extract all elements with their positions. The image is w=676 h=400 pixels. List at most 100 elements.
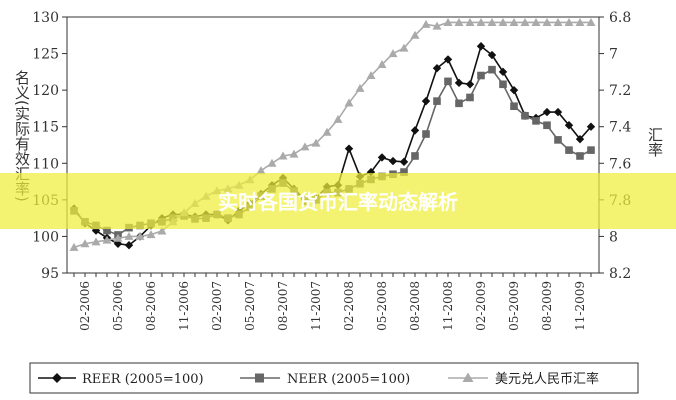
x-tick-label: 08-2006: [144, 281, 158, 331]
data-point-reer: [454, 78, 464, 88]
x-tick-label: 11-2008: [441, 281, 455, 331]
data-point-usdcny: [124, 231, 134, 240]
data-point-neer: [521, 111, 529, 120]
legend-label-usdcny: 美元兑人民币汇率: [495, 371, 599, 387]
data-point-usdcny: [564, 17, 574, 26]
y-right-tick-label: 7.6: [609, 156, 631, 172]
data-point-reer: [377, 153, 387, 162]
y-right-tick-label: 7.2: [609, 83, 631, 99]
data-point-usdcny: [399, 43, 409, 52]
data-point-usdcny: [410, 30, 420, 39]
y-left-tick-label: 110: [32, 156, 59, 172]
data-point-usdcny: [465, 17, 475, 26]
data-point-usdcny: [542, 17, 552, 26]
data-point-neer: [466, 93, 474, 102]
y-axis-right-title: 汇率: [646, 127, 664, 157]
data-point-usdcny: [157, 226, 167, 235]
legend-box: [29, 362, 639, 394]
data-point-usdcny: [322, 127, 332, 136]
data-point-neer: [587, 146, 595, 154]
data-point-reer: [388, 156, 398, 166]
y-left-tick-label: 100: [32, 229, 59, 245]
data-point-reer: [476, 42, 486, 51]
data-point-usdcny: [355, 83, 365, 92]
data-point-reer: [399, 157, 409, 167]
data-point-usdcny: [476, 17, 486, 26]
data-point-neer: [532, 117, 540, 125]
legend: REER (2005=100) NEER (2005=100) 美元兑人民币汇率: [29, 362, 639, 394]
y-left-tick-label: 115: [32, 120, 59, 136]
y-axis-left-title: 名义(实际有效汇率): [13, 70, 31, 202]
data-point-reer: [575, 134, 585, 144]
data-point-usdcny: [80, 239, 90, 248]
x-axis: 02-2006 05-2006 08-2006 11-2006 02-2007 05-20…: [73, 273, 592, 331]
x-tick-label: 02-2008: [342, 281, 356, 331]
data-point-usdcny: [553, 17, 563, 26]
data-point-neer: [444, 77, 452, 86]
data-point-usdcny: [443, 17, 453, 26]
data-point-usdcny: [388, 49, 398, 58]
x-tick-label: 02-2006: [78, 281, 92, 331]
data-point-reer: [432, 64, 442, 73]
data-point-usdcny: [432, 21, 442, 30]
overlay-banner: [0, 173, 676, 229]
x-tick-label: 08-2008: [408, 281, 422, 331]
legend-marker-reer: [52, 373, 62, 383]
data-point-neer: [433, 97, 441, 105]
x-tick-label: 11-2006: [177, 281, 191, 331]
data-point-reer: [124, 241, 134, 250]
y-axis-right: 6.877.27.47.67.888.2: [599, 10, 631, 282]
data-point-usdcny: [300, 142, 310, 151]
x-tick-label: 05-2006: [111, 281, 125, 331]
data-point-neer: [477, 71, 485, 80]
data-point-usdcny: [520, 17, 530, 26]
x-tick-label: 05-2009: [507, 281, 521, 331]
data-point-usdcny: [575, 17, 585, 26]
y-axis-left: 95100105110115120125130: [32, 10, 67, 282]
legend-label-neer: NEER (2005=100): [287, 372, 410, 387]
y-right-tick-label: 7.4: [609, 120, 631, 136]
data-point-usdcny: [421, 19, 431, 28]
data-point-usdcny: [91, 237, 101, 246]
data-point-reer: [553, 107, 563, 117]
data-point-usdcny: [256, 166, 266, 175]
plot-area: [66, 16, 600, 274]
x-tick-label: 05-2007: [243, 281, 257, 331]
data-point-reer: [564, 121, 574, 130]
legend-marker-neer: [255, 373, 264, 383]
y-right-tick-label: 8: [609, 229, 618, 245]
data-point-reer: [443, 55, 453, 64]
y-right-tick-label: 8.2: [609, 266, 631, 282]
legend-label-reer: REER (2005=100): [82, 372, 204, 387]
data-point-reer: [498, 67, 508, 77]
data-point-usdcny: [333, 114, 343, 123]
data-point-reer: [465, 80, 475, 89]
data-point-reer: [410, 126, 420, 135]
data-point-usdcny: [498, 17, 508, 26]
data-point-neer: [400, 168, 408, 176]
data-point-usdcny: [344, 98, 354, 107]
data-point-neer: [543, 121, 551, 130]
data-point-usdcny: [586, 17, 596, 26]
x-tick-label: 05-2008: [375, 281, 389, 331]
x-tick-label: 08-2007: [276, 281, 290, 331]
data-point-usdcny: [377, 60, 387, 69]
data-point-neer: [576, 152, 584, 160]
data-point-usdcny: [278, 151, 288, 160]
data-point-neer: [488, 65, 496, 74]
data-point-reer: [542, 107, 552, 117]
data-point-neer: [565, 146, 573, 154]
data-point-usdcny: [454, 17, 464, 26]
data-point-usdcny: [487, 17, 497, 26]
data-point-usdcny: [289, 149, 299, 158]
data-point-usdcny: [366, 71, 376, 80]
data-point-neer: [510, 102, 518, 111]
y-left-tick-label: 120: [32, 83, 59, 99]
data-point-reer: [586, 122, 596, 131]
x-tick-label: 11-2009: [573, 281, 587, 331]
data-point-usdcny: [135, 231, 145, 240]
data-point-reer: [421, 96, 431, 106]
y-left-tick-label: 130: [32, 10, 59, 26]
data-point-usdcny: [509, 17, 519, 26]
